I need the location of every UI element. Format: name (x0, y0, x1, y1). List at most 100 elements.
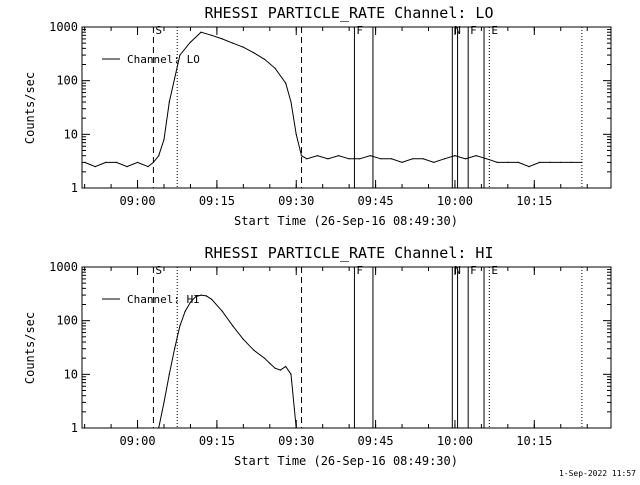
panel-lo-ytick-label: 10 (64, 127, 78, 141)
panel-hi-xtick-label: 09:45 (358, 434, 394, 448)
panel-lo-data-point (84, 161, 86, 163)
panel-lo-data-point (475, 155, 477, 157)
panel-hi-data-point (205, 295, 207, 297)
panel-lo-data-point (316, 155, 318, 157)
panel-lo-data-point (380, 158, 382, 160)
panel-hi-data-point (168, 373, 170, 375)
panel-lo-annotation-label: F (356, 24, 363, 37)
panel-lo-ytick-label: 1 (71, 181, 78, 195)
panel-lo-data-point (401, 161, 403, 163)
panel-lo-title: RHESSI PARTICLE_RATE Channel: LO (205, 4, 494, 22)
panel-lo-data-point (433, 161, 435, 163)
panel-lo-data-point (179, 54, 181, 56)
panel-lo-xtick-label: 10:15 (516, 194, 552, 208)
panel-lo-data-point (136, 161, 139, 163)
panel-lo-data-point (253, 52, 255, 54)
panel-hi-data-point (163, 401, 165, 403)
panel-lo-data-point (115, 161, 117, 163)
panel-hi-ytick-label: 1 (71, 421, 78, 435)
panel-lo-xtick-label: 09:45 (358, 194, 394, 208)
panel-hi-data-point (211, 298, 213, 300)
panel-hi-data-point (279, 369, 281, 371)
panel-lo-data-point (422, 158, 424, 160)
panel-hi-data-point (200, 294, 202, 296)
panel-lo-data-point (295, 133, 297, 135)
panel-hi-xtick-label: 10:15 (516, 434, 552, 448)
panel-hi-annotation-label: S (155, 264, 162, 277)
panel-lo-xlabel: Start Time (26-Sep-16 08:49:30) (234, 214, 458, 228)
panel-lo-ylabel: Counts/sec (23, 72, 37, 144)
panel-lo-data-point (517, 161, 520, 163)
panel-hi-annotation-label: F (356, 264, 363, 277)
panel-hi-data-point (158, 427, 160, 429)
panel-lo-data-point (152, 161, 154, 163)
panel-hi-data-point (242, 338, 244, 340)
panel-hi-data-point (221, 310, 223, 312)
panel-lo-data-point (163, 138, 165, 141)
panel-hi-legend-label: Channel: HI (127, 293, 200, 306)
panel-lo-data-point (285, 82, 287, 84)
panel-lo-data-point (454, 155, 456, 157)
panel-hi-data-point (290, 373, 292, 375)
panel-hi-annotation-label: E (491, 264, 498, 277)
panel-lo-data-point (560, 161, 562, 163)
panel-lo-data-point (369, 155, 371, 157)
panel-lo-data-point (290, 101, 292, 103)
panel-lo-xtick-label: 10:00 (437, 194, 473, 208)
panel-hi-annotation-label: F (470, 264, 477, 277)
panel-lo-data-point (242, 46, 244, 48)
panel-hi-ytick-label: 1000 (49, 260, 78, 274)
panel-hi-ytick-label: 100 (56, 314, 78, 328)
panel-hi-data-point (285, 365, 287, 368)
panel-lo: RHESSI PARTICLE_RATE Channel: LO Start T… (23, 4, 493, 228)
panel-hi-data-point (232, 325, 234, 327)
panel-lo-data-point (126, 166, 128, 168)
panel-lo-data-point (274, 67, 276, 69)
panel-lo-data-point (549, 161, 551, 163)
panel-lo-data-point (539, 161, 541, 163)
panel-hi-data-point (195, 296, 197, 298)
panel-lo-data-point (147, 166, 149, 168)
panel-hi-data-point (189, 301, 191, 303)
panel-hi-ylabel: Counts/sec (23, 312, 37, 384)
panel-lo-data-point (496, 161, 498, 163)
panel-hi-data-point (269, 362, 271, 364)
panel-hi-data-point (263, 357, 266, 359)
panel-lo-annotation-label: F (470, 24, 477, 37)
panel-hi: RHESSI PARTICLE_RATE Channel: HI Start T… (23, 244, 493, 468)
panel-hi-data-point (179, 325, 181, 327)
panel-lo-data-point (570, 161, 572, 163)
generation-timestamp: 1-Sep-2022 11:57 (559, 469, 636, 478)
panel-hi-data-point (253, 349, 255, 351)
panel-lo-annotation-label: S (155, 24, 162, 37)
panel-lo-data-point (105, 161, 107, 163)
panel-lo-data-point (306, 158, 308, 160)
panel-lo-data-point (300, 155, 303, 157)
panel-lo-data-point (390, 158, 393, 160)
panel-lo-data-point (232, 42, 234, 44)
panel-lo-xtick-label: 09:00 (119, 194, 155, 208)
panel-lo-data-point (168, 101, 170, 103)
panel-hi-data-point (274, 367, 276, 369)
panel-hi-plot-frame (81, 266, 612, 429)
panel-lo-data-point (528, 166, 530, 168)
panel-lo-data-point (211, 34, 213, 36)
panel-lo-ytick-label: 1000 (49, 20, 78, 34)
panel-lo-data-point (158, 155, 160, 157)
panel-hi-xtick-label: 09:15 (199, 434, 235, 448)
panel-lo-data-point (327, 158, 329, 160)
panel-lo-data-point (443, 158, 445, 160)
panel-hi-ytick-label: 10 (64, 367, 78, 381)
panel-lo-xtick-label: 09:15 (199, 194, 235, 208)
panel-lo-legend-label: Channel: LO (127, 53, 200, 66)
panel-lo-data-point (338, 155, 340, 157)
panel-hi-data-point (295, 427, 297, 429)
panel-hi-xtick-label: 10:00 (437, 434, 473, 448)
panel-lo-data-point (221, 38, 223, 40)
panel-lo-data-point (359, 158, 361, 160)
panel-lo-data-point (507, 161, 509, 163)
panel-lo-annotation-label: E (491, 24, 498, 37)
panel-lo-data-point (189, 41, 191, 43)
